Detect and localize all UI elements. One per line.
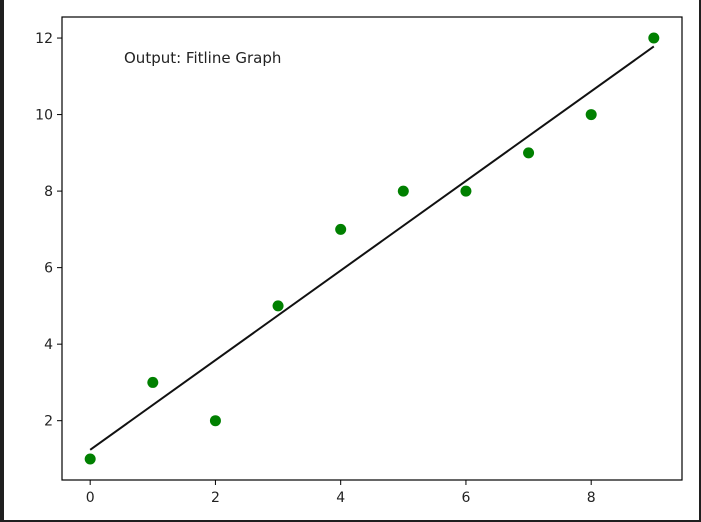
y-tick-label: 2 bbox=[44, 414, 53, 430]
y-tick-label: 8 bbox=[44, 184, 53, 200]
data-points bbox=[84, 32, 660, 465]
data-point bbox=[147, 376, 159, 388]
y-axis-ticks: 2 4 6 8 10 12 bbox=[35, 31, 62, 430]
data-point bbox=[272, 300, 284, 312]
data-point bbox=[397, 185, 409, 197]
fit-line bbox=[89, 45, 655, 451]
y-tick-label: 10 bbox=[35, 108, 53, 124]
y-tick-label: 6 bbox=[44, 261, 53, 277]
chart-annotation: Output: Fitline Graph bbox=[124, 49, 281, 67]
data-point bbox=[585, 109, 597, 121]
x-tick-label: 8 bbox=[587, 490, 596, 506]
data-point bbox=[335, 223, 347, 235]
fit-line-group bbox=[89, 45, 655, 451]
data-point bbox=[460, 185, 472, 197]
x-tick-label: 6 bbox=[461, 490, 470, 506]
data-point bbox=[209, 415, 221, 427]
fitline-chart: 2 4 6 8 10 12 0 2 4 6 8 Output: Fitline Graph bbox=[35, 16, 683, 506]
x-tick-label: 4 bbox=[336, 490, 345, 506]
y-tick-label: 4 bbox=[44, 337, 53, 353]
x-tick-label: 0 bbox=[86, 490, 95, 506]
y-tick-label: 12 bbox=[35, 31, 53, 47]
data-point bbox=[523, 147, 535, 159]
x-tick-label: 2 bbox=[211, 490, 220, 506]
data-point bbox=[84, 453, 96, 465]
x-axis-ticks: 0 2 4 6 8 bbox=[86, 480, 596, 506]
data-point bbox=[648, 32, 660, 44]
figure-canvas: 2 4 6 8 10 12 0 2 4 6 8 Output: Fitline Graph bbox=[4, 0, 699, 520]
